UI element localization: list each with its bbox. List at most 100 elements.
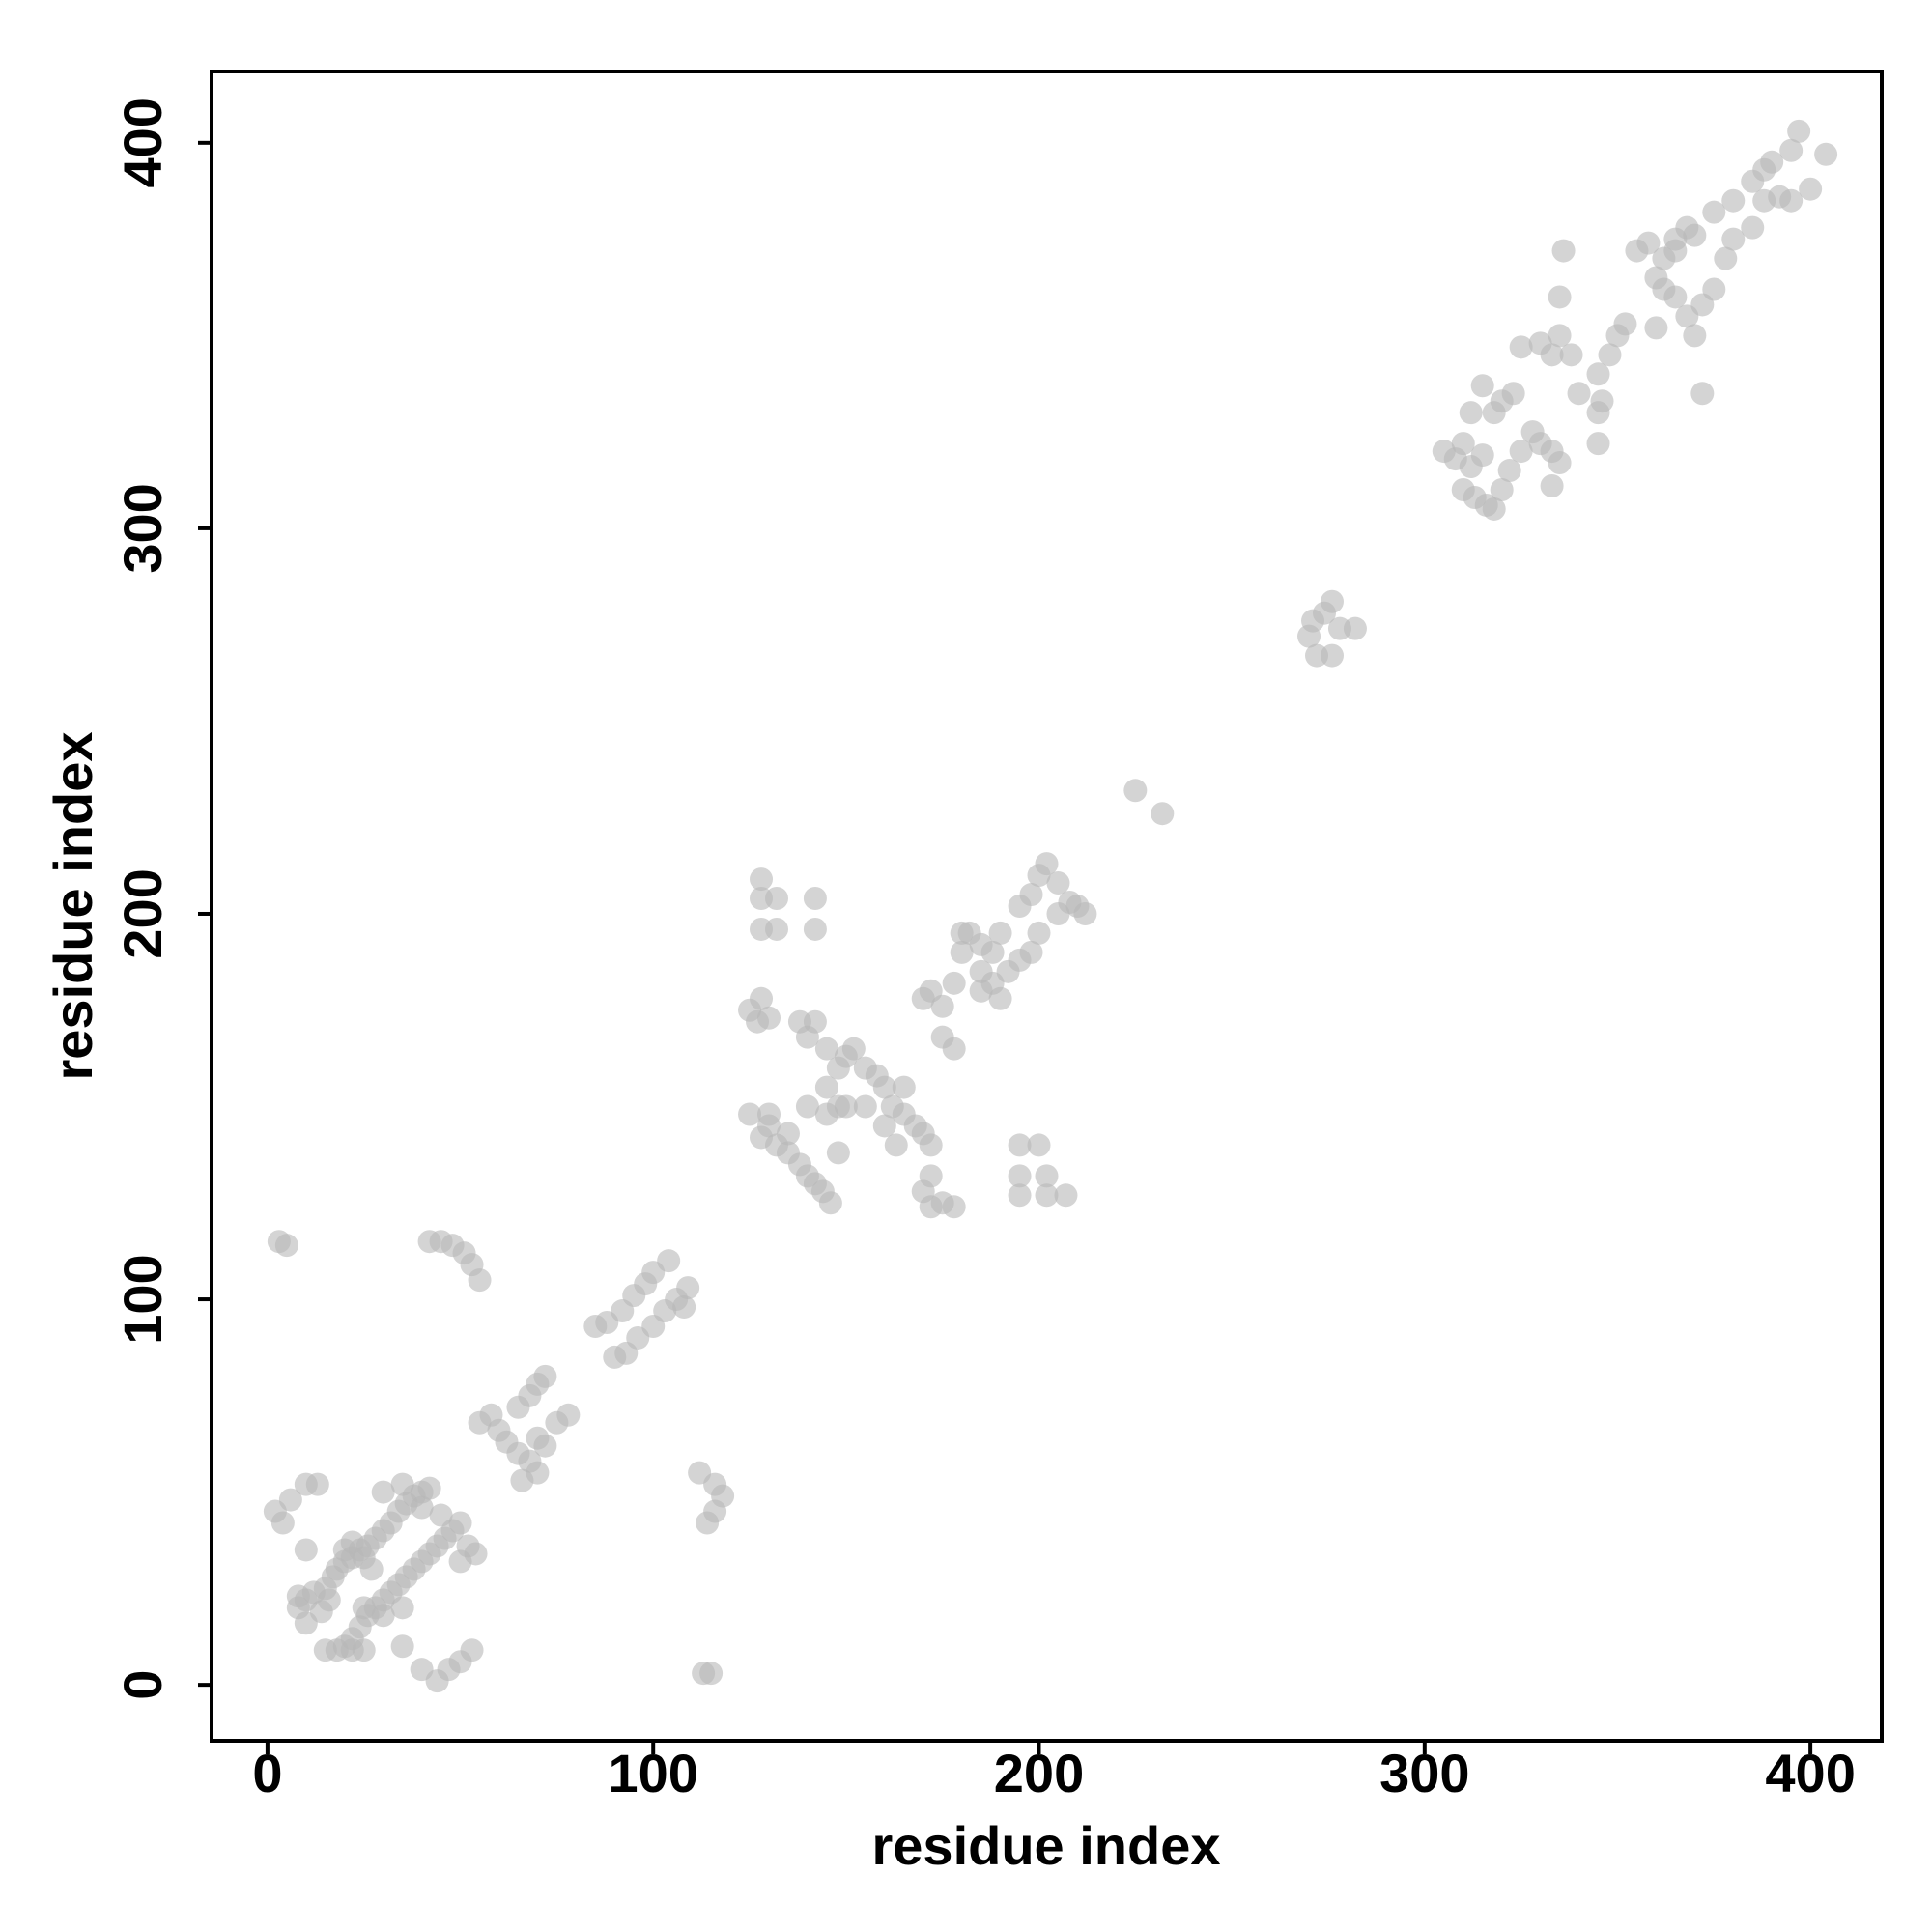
- point: [750, 867, 774, 892]
- point: [1702, 277, 1726, 301]
- point: [853, 1094, 877, 1119]
- point: [506, 1441, 530, 1465]
- y-tick-label: 0: [112, 1670, 173, 1700]
- point: [1741, 215, 1765, 240]
- point: [1663, 239, 1688, 263]
- point: [460, 1638, 484, 1662]
- point: [1644, 316, 1668, 340]
- point: [1008, 1133, 1032, 1157]
- point: [756, 1102, 781, 1126]
- point: [672, 1295, 696, 1320]
- point: [969, 959, 993, 983]
- point: [988, 921, 1012, 945]
- point: [533, 1364, 557, 1388]
- point: [1690, 382, 1715, 406]
- point: [738, 1102, 762, 1126]
- point: [1540, 343, 1564, 367]
- point: [787, 1009, 811, 1034]
- point: [1035, 1183, 1059, 1208]
- point: [1313, 601, 1337, 625]
- point: [274, 1234, 298, 1258]
- point: [1721, 188, 1746, 213]
- x-tick-label: 200: [994, 1743, 1084, 1804]
- point: [1787, 119, 1811, 143]
- point: [410, 1495, 434, 1520]
- point: [286, 1584, 310, 1608]
- point: [352, 1596, 376, 1620]
- point: [657, 1249, 681, 1273]
- point: [950, 921, 974, 945]
- point: [1598, 343, 1622, 367]
- plot-frame: [210, 70, 1884, 1743]
- point: [1451, 432, 1475, 456]
- point: [841, 1037, 866, 1061]
- point: [1721, 227, 1746, 251]
- point: [892, 1075, 916, 1099]
- point: [814, 1075, 838, 1099]
- point: [417, 1476, 441, 1500]
- point: [988, 986, 1012, 1010]
- x-axis-title: residue index: [871, 1815, 1220, 1876]
- point: [359, 1557, 384, 1581]
- point: [1490, 477, 1514, 501]
- point: [1548, 324, 1572, 348]
- point: [826, 1094, 850, 1119]
- point: [371, 1604, 395, 1628]
- point: [795, 1094, 819, 1119]
- point: [1008, 1183, 1032, 1208]
- point: [750, 986, 774, 1010]
- y-tick-label: 400: [112, 98, 173, 187]
- point: [1123, 779, 1148, 803]
- x-tick-label: 100: [608, 1743, 697, 1804]
- point: [1509, 440, 1533, 464]
- point: [750, 1125, 774, 1150]
- point: [1482, 497, 1506, 521]
- point: [1459, 401, 1483, 425]
- point: [1559, 343, 1583, 367]
- point: [305, 1472, 329, 1496]
- x-tick-label: 400: [1765, 1743, 1855, 1804]
- point: [294, 1611, 318, 1635]
- x-tick-label: 300: [1379, 1743, 1469, 1804]
- point: [919, 1164, 943, 1188]
- point: [1470, 443, 1494, 468]
- point: [1035, 852, 1059, 876]
- point: [1054, 1183, 1078, 1208]
- point: [884, 1133, 908, 1157]
- point: [803, 887, 827, 911]
- point: [1027, 1133, 1051, 1157]
- point: [942, 971, 966, 995]
- point: [950, 940, 974, 964]
- point: [429, 1503, 453, 1527]
- point: [814, 1037, 838, 1061]
- point: [919, 1133, 943, 1157]
- point: [448, 1511, 472, 1535]
- point: [756, 1006, 781, 1030]
- point: [526, 1426, 550, 1450]
- point: [556, 1403, 581, 1427]
- point: [826, 1141, 850, 1165]
- point: [468, 1268, 492, 1293]
- point: [818, 1191, 842, 1215]
- point: [390, 1634, 414, 1659]
- point: [1497, 459, 1521, 483]
- point: [1714, 246, 1738, 270]
- point: [1779, 138, 1804, 162]
- point: [1548, 285, 1572, 309]
- point: [1035, 1164, 1059, 1188]
- point: [764, 917, 788, 941]
- point: [696, 1511, 720, 1535]
- point: [872, 1114, 896, 1138]
- point: [764, 887, 788, 911]
- point: [1551, 239, 1576, 263]
- point: [699, 1662, 724, 1686]
- y-axis-title: residue index: [43, 731, 103, 1080]
- point: [1019, 940, 1043, 964]
- point: [1019, 883, 1043, 907]
- point: [390, 1472, 414, 1496]
- point: [1046, 871, 1070, 895]
- point: [1814, 142, 1838, 166]
